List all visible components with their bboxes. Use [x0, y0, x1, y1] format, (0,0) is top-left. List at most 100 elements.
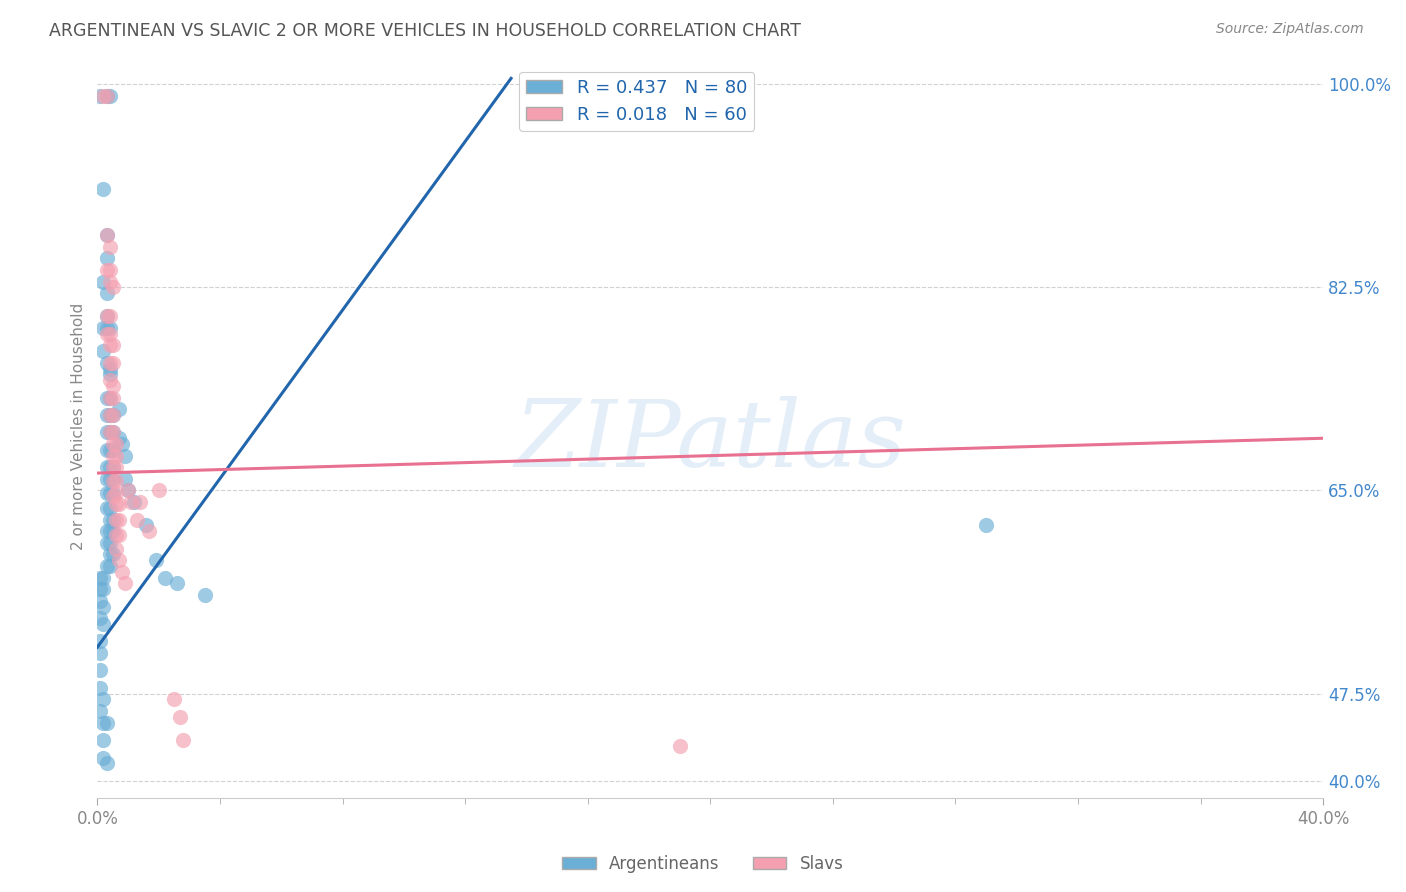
- Point: [89, 664, 111, 678]
- Point: [89, 634, 111, 648]
- Point: [93, 692, 115, 706]
- Point: [172, 733, 194, 747]
- Point: [98, 500, 121, 515]
- Point: [101, 489, 124, 503]
- Point: [96, 228, 118, 243]
- Point: [111, 437, 134, 451]
- Point: [96, 310, 118, 324]
- Point: [104, 527, 127, 541]
- Point: [114, 472, 136, 486]
- Point: [96, 715, 118, 730]
- Point: [145, 553, 167, 567]
- Point: [111, 565, 134, 579]
- Point: [101, 485, 124, 500]
- Point: [89, 594, 111, 608]
- Point: [120, 495, 142, 509]
- Point: [98, 356, 121, 370]
- Point: [101, 425, 124, 440]
- Point: [93, 88, 115, 103]
- Point: [194, 588, 217, 602]
- Point: [107, 527, 129, 541]
- Point: [96, 310, 118, 324]
- Point: [96, 88, 118, 103]
- Point: [101, 512, 124, 526]
- Point: [93, 715, 115, 730]
- Point: [96, 524, 118, 538]
- Text: ZIPatlas: ZIPatlas: [515, 397, 907, 486]
- Point: [104, 497, 127, 511]
- Point: [96, 228, 118, 243]
- Point: [107, 553, 129, 567]
- Point: [98, 391, 121, 405]
- Point: [107, 431, 129, 445]
- Legend: Argentineans, Slavs: Argentineans, Slavs: [555, 848, 851, 880]
- Point: [96, 326, 118, 341]
- Point: [114, 449, 136, 463]
- Point: [96, 286, 118, 301]
- Point: [98, 368, 121, 382]
- Point: [96, 425, 118, 440]
- Point: [96, 460, 118, 475]
- Point: [96, 472, 118, 486]
- Point: [89, 582, 111, 597]
- Point: [101, 425, 124, 440]
- Point: [96, 321, 118, 335]
- Point: [122, 495, 145, 509]
- Point: [96, 756, 118, 771]
- Point: [93, 321, 115, 335]
- Point: [93, 617, 115, 632]
- Point: [96, 500, 118, 515]
- Point: [98, 460, 121, 475]
- Point: [98, 425, 121, 440]
- Point: [98, 338, 121, 352]
- Point: [138, 524, 160, 538]
- Point: [148, 483, 170, 498]
- Y-axis label: 2 or more Vehicles in Household: 2 or more Vehicles in Household: [72, 303, 86, 550]
- Point: [98, 408, 121, 422]
- Point: [89, 704, 111, 718]
- Point: [117, 483, 139, 498]
- Point: [98, 442, 121, 457]
- Point: [98, 425, 121, 440]
- Point: [163, 692, 186, 706]
- Point: [96, 263, 118, 277]
- Point: [974, 518, 997, 533]
- Point: [101, 408, 124, 422]
- Point: [169, 710, 191, 724]
- Point: [104, 474, 127, 488]
- Point: [98, 547, 121, 561]
- Point: [98, 512, 121, 526]
- Point: [104, 460, 127, 475]
- Point: [101, 449, 124, 463]
- Point: [93, 750, 115, 764]
- Point: [98, 321, 121, 335]
- Point: [114, 576, 136, 591]
- Point: [98, 408, 121, 422]
- Point: [98, 535, 121, 549]
- Point: [98, 524, 121, 538]
- Point: [101, 280, 124, 294]
- Point: [101, 474, 124, 488]
- Point: [104, 485, 127, 500]
- Point: [104, 437, 127, 451]
- Point: [96, 442, 118, 457]
- Point: [89, 570, 111, 584]
- Point: [98, 558, 121, 573]
- Legend: R = 0.437   N = 80, R = 0.018   N = 60: R = 0.437 N = 80, R = 0.018 N = 60: [519, 71, 755, 131]
- Point: [101, 379, 124, 393]
- Point: [93, 570, 115, 584]
- Point: [153, 570, 176, 584]
- Point: [89, 646, 111, 660]
- Point: [93, 733, 115, 747]
- Point: [96, 88, 118, 103]
- Point: [101, 408, 124, 422]
- Point: [96, 356, 118, 370]
- Point: [117, 483, 139, 498]
- Point: [96, 391, 118, 405]
- Text: ARGENTINEAN VS SLAVIC 2 OR MORE VEHICLES IN HOUSEHOLD CORRELATION CHART: ARGENTINEAN VS SLAVIC 2 OR MORE VEHICLES…: [49, 22, 801, 40]
- Point: [107, 497, 129, 511]
- Point: [101, 460, 124, 475]
- Point: [93, 582, 115, 597]
- Point: [98, 391, 121, 405]
- Point: [98, 472, 121, 486]
